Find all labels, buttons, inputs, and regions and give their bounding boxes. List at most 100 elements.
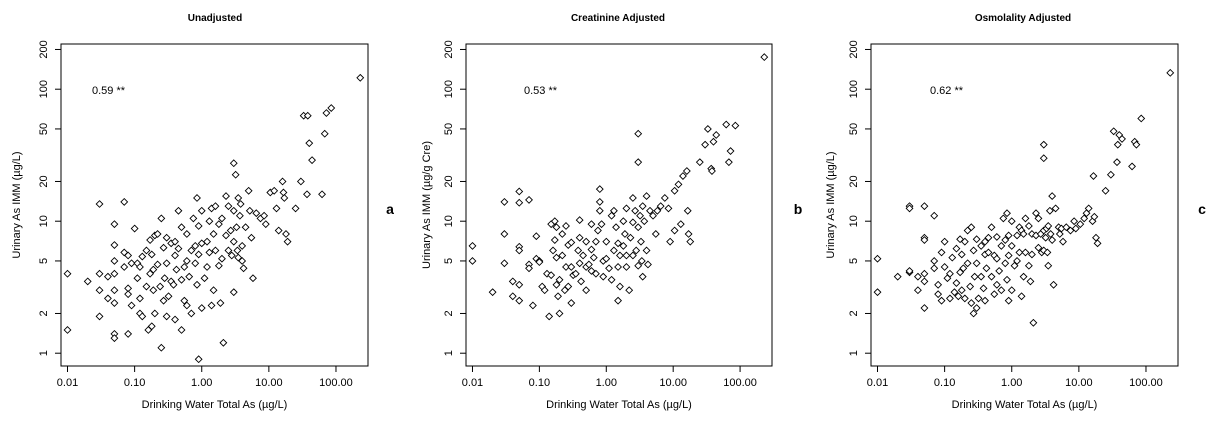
scatter-point <box>960 294 969 303</box>
scatter-point <box>638 272 647 281</box>
y-tick-label: 10 <box>443 215 455 227</box>
scatter-point <box>920 304 929 312</box>
scatter-point <box>640 217 649 226</box>
scatter-point <box>174 206 183 215</box>
scatter-point <box>1019 272 1028 281</box>
panel-letter: c <box>1198 201 1206 217</box>
scatter-point <box>235 211 244 220</box>
scatter-point <box>260 211 269 220</box>
scatter-point <box>567 263 576 271</box>
y-tick-label: 200 <box>848 40 860 58</box>
scatter-point <box>574 246 583 255</box>
scatter-point <box>946 269 954 278</box>
scatter-point <box>550 217 559 226</box>
scatter-point <box>990 290 999 299</box>
scatter-point <box>656 202 665 211</box>
scatter-point <box>567 299 576 307</box>
scatter-point <box>709 137 718 146</box>
scatter-point <box>1051 204 1060 213</box>
scatter-point <box>686 237 695 246</box>
scatter-point <box>488 288 497 297</box>
scatter-point <box>1019 230 1028 238</box>
x-tick-label: 1.00 <box>191 377 212 389</box>
scatter-point <box>1093 239 1102 248</box>
scatter-point <box>252 209 261 218</box>
scatter-point <box>280 194 289 202</box>
scatter-point <box>193 280 201 289</box>
scatter-point <box>642 192 651 201</box>
scatter-point <box>1106 170 1115 179</box>
scatter-point <box>619 241 628 250</box>
scatter-point <box>535 258 544 267</box>
scatter-point <box>972 259 981 268</box>
scatter-point <box>162 233 171 242</box>
scatter-point <box>468 241 477 250</box>
scatter-point <box>577 277 586 286</box>
scatter-point <box>1048 192 1057 201</box>
scatter-point <box>95 312 104 321</box>
scatter-point <box>651 230 660 238</box>
scatter-point <box>1084 204 1093 213</box>
scatter-point <box>934 290 943 299</box>
scatter-point <box>171 237 179 246</box>
scatter-point <box>110 257 119 265</box>
scatter-point <box>525 264 533 273</box>
scatter-point <box>873 288 882 297</box>
scatter-point <box>200 274 209 283</box>
scatter-point <box>515 246 524 255</box>
scatter-point <box>579 251 588 260</box>
scatter-point <box>622 251 631 260</box>
scatter-point <box>238 241 247 250</box>
scatter-point <box>180 296 189 305</box>
scatter-point <box>591 269 600 278</box>
scatter-point <box>1004 296 1013 305</box>
scatter-point <box>234 194 243 202</box>
scatter-point <box>571 269 580 278</box>
scatter-point <box>595 206 604 215</box>
scatter-point <box>930 264 939 273</box>
scatter-point <box>589 253 598 262</box>
scatter-point <box>124 251 133 260</box>
scatter-point <box>1113 158 1121 167</box>
scatter-point <box>999 214 1008 223</box>
scatter-point <box>554 292 562 301</box>
scatter-point <box>226 226 235 235</box>
scatter-point <box>940 237 949 246</box>
scatter-point <box>701 140 710 149</box>
scatter-point <box>1013 257 1021 265</box>
scatter-point <box>920 269 929 278</box>
scatter-point <box>147 250 156 259</box>
scatter-point <box>182 257 191 265</box>
scatter-point <box>1113 140 1122 149</box>
scatter-point <box>982 264 991 273</box>
scatter-point <box>194 222 203 230</box>
scatter-point <box>981 296 989 305</box>
scatter-point <box>1029 318 1038 327</box>
y-tick-label: 50 <box>848 123 860 135</box>
scatter-point <box>1039 154 1048 163</box>
y-tick-label: 5 <box>38 258 50 264</box>
scatter-point <box>159 296 168 305</box>
scatter-point <box>607 211 616 220</box>
scatter-point <box>205 217 214 226</box>
scatter-point <box>997 241 1006 250</box>
scatter-point <box>205 248 214 257</box>
scatter-point <box>149 265 158 274</box>
scatter-point <box>1021 248 1030 257</box>
x-tick-label: 1.00 <box>596 377 617 389</box>
scatter-point <box>187 309 196 318</box>
scatter-point <box>614 296 622 305</box>
scatter-point <box>127 301 136 310</box>
scatter-point <box>500 197 509 206</box>
y-tick-label: 20 <box>848 175 860 187</box>
scatter-point <box>239 264 248 273</box>
scatter-point <box>977 272 986 281</box>
scatter-point <box>905 204 914 213</box>
y-tick-label: 20 <box>443 175 455 187</box>
scatter-point <box>937 296 946 305</box>
scatter-point <box>628 218 637 227</box>
correlation-annotation: 0.62 ** <box>930 85 964 97</box>
y-tick-label: 20 <box>38 175 50 187</box>
scatter-point <box>171 315 179 324</box>
y-axis-label: Urinary As IMM (µg/L) <box>11 151 23 258</box>
